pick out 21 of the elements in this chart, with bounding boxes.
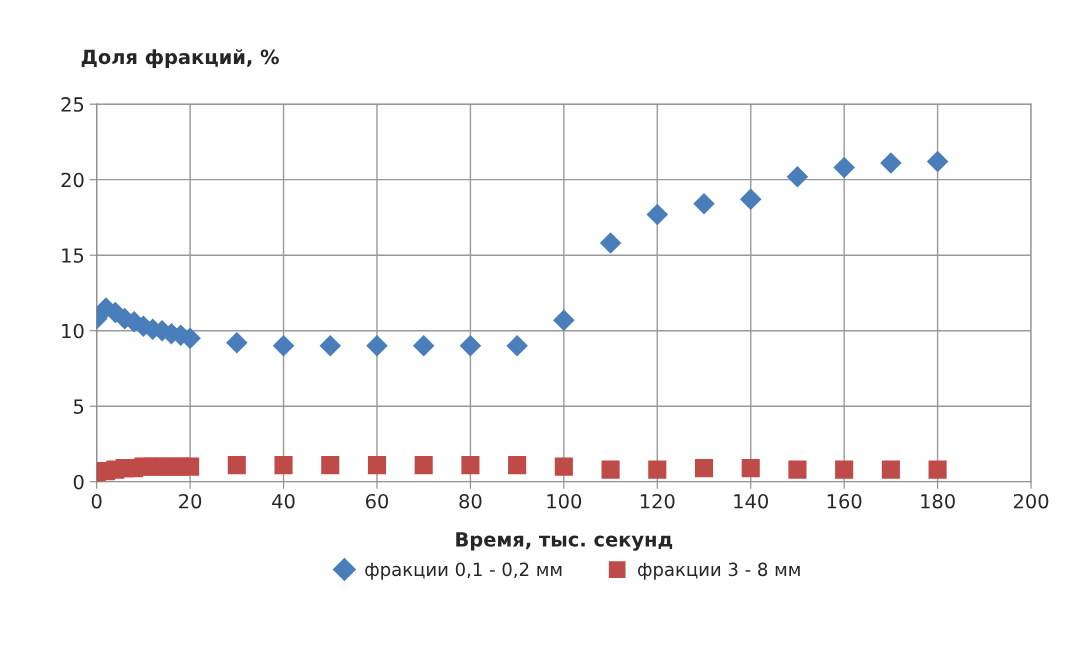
y-tick-label: 25 (61, 97, 84, 112)
y-tick-label: 15 (62, 248, 84, 263)
x-axis-title: Время, тыс. секунд (456, 532, 673, 551)
y-tick-label: 5 (73, 399, 84, 414)
x-tick-label: 180 (921, 493, 955, 509)
legend-label: фракции 3 - 8 мм (638, 562, 800, 580)
x-tick-label: 60 (365, 493, 389, 509)
x-tick-label: 160 (827, 493, 862, 509)
y-tick-label: 0 (73, 474, 84, 490)
x-tick-label: 20 (179, 493, 202, 509)
x-tick-label: 0 (91, 493, 102, 509)
x-tick-label: 120 (640, 493, 675, 509)
y-tick-label: 20 (61, 172, 84, 188)
y-axis-title: Доля фракций, % (81, 49, 279, 69)
x-tick-label: 200 (1013, 493, 1049, 509)
x-tick-label: 40 (272, 493, 295, 509)
y-tick-label: 10 (62, 323, 84, 339)
legend-label: фракции 0,1 - 0,2 мм (365, 562, 562, 580)
x-tick-label: 140 (734, 493, 768, 509)
x-tick-label: 100 (547, 493, 582, 509)
x-tick-label: 80 (459, 493, 482, 509)
